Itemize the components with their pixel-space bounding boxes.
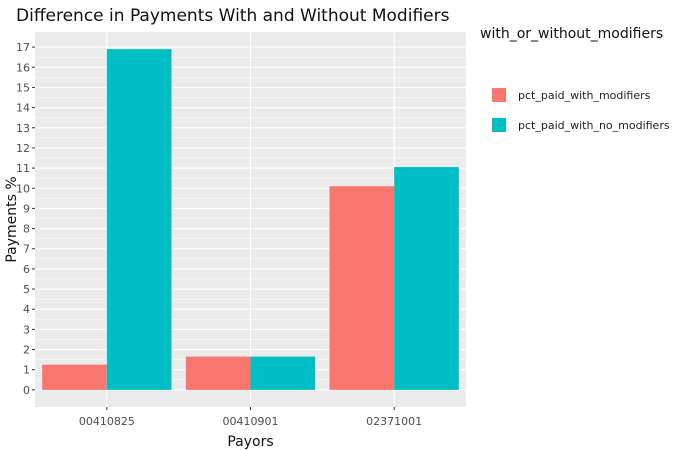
legend-swatch-no-modifiers bbox=[492, 118, 506, 132]
y-tick-label: 11 bbox=[16, 162, 30, 175]
y-tick-label: 14 bbox=[16, 102, 30, 115]
y-tick-label: 5 bbox=[23, 283, 30, 296]
legend: with_or_without_modifiers pct_paid_with_… bbox=[480, 26, 670, 132]
legend-swatch-with-modifiers bbox=[492, 88, 506, 102]
x-tick-label: 02371001 bbox=[366, 415, 422, 428]
y-tick-label: 7 bbox=[23, 243, 30, 256]
legend-item-with-modifiers: pct_paid_with_modifiers bbox=[492, 88, 650, 102]
y-tick-label: 8 bbox=[23, 223, 30, 236]
y-tick-label: 15 bbox=[16, 81, 30, 94]
legend-title: with_or_without_modifiers bbox=[480, 26, 664, 42]
bar-pct_paid_with_modifiers-02371001 bbox=[329, 186, 395, 390]
y-axis-title: Payments % bbox=[4, 176, 20, 262]
y-tick-label: 16 bbox=[16, 61, 30, 74]
legend-item-no-modifiers: pct_paid_with_no_modifiers bbox=[492, 118, 670, 132]
bar-pct_paid_with_no_modifiers-02371001 bbox=[394, 167, 459, 390]
y-tick-label: 6 bbox=[23, 263, 30, 276]
bar-pct_paid_with_modifiers-00410825 bbox=[42, 364, 107, 390]
y-tick-label: 3 bbox=[23, 323, 30, 336]
y-tick-label: 2 bbox=[23, 344, 30, 357]
x-tick-label: 00410825 bbox=[79, 415, 135, 428]
y-tick-label: 12 bbox=[16, 142, 30, 155]
bar-pct_paid_with_modifiers-00410901 bbox=[185, 356, 251, 390]
bar-pct_paid_with_no_modifiers-00410825 bbox=[106, 49, 172, 390]
bar-pct_paid_with_no_modifiers-00410901 bbox=[250, 356, 316, 390]
bars bbox=[42, 49, 459, 390]
legend-label-no-modifiers: pct_paid_with_no_modifiers bbox=[518, 118, 670, 132]
y-tick-label: 10 bbox=[16, 182, 30, 195]
y-tick-label: 1 bbox=[23, 364, 30, 377]
y-tick-label: 13 bbox=[16, 122, 30, 135]
y-tick-label: 0 bbox=[23, 384, 30, 397]
y-tick-label: 17 bbox=[16, 41, 30, 54]
chart-title: Difference in Payments With and Without … bbox=[16, 6, 450, 26]
y-tick-label: 4 bbox=[23, 303, 30, 316]
y-tick-label: 9 bbox=[23, 202, 30, 215]
x-axis-title: Payors bbox=[227, 434, 273, 450]
legend-label-with-modifiers: pct_paid_with_modifiers bbox=[518, 88, 651, 102]
x-tick-label: 00410901 bbox=[223, 415, 279, 428]
